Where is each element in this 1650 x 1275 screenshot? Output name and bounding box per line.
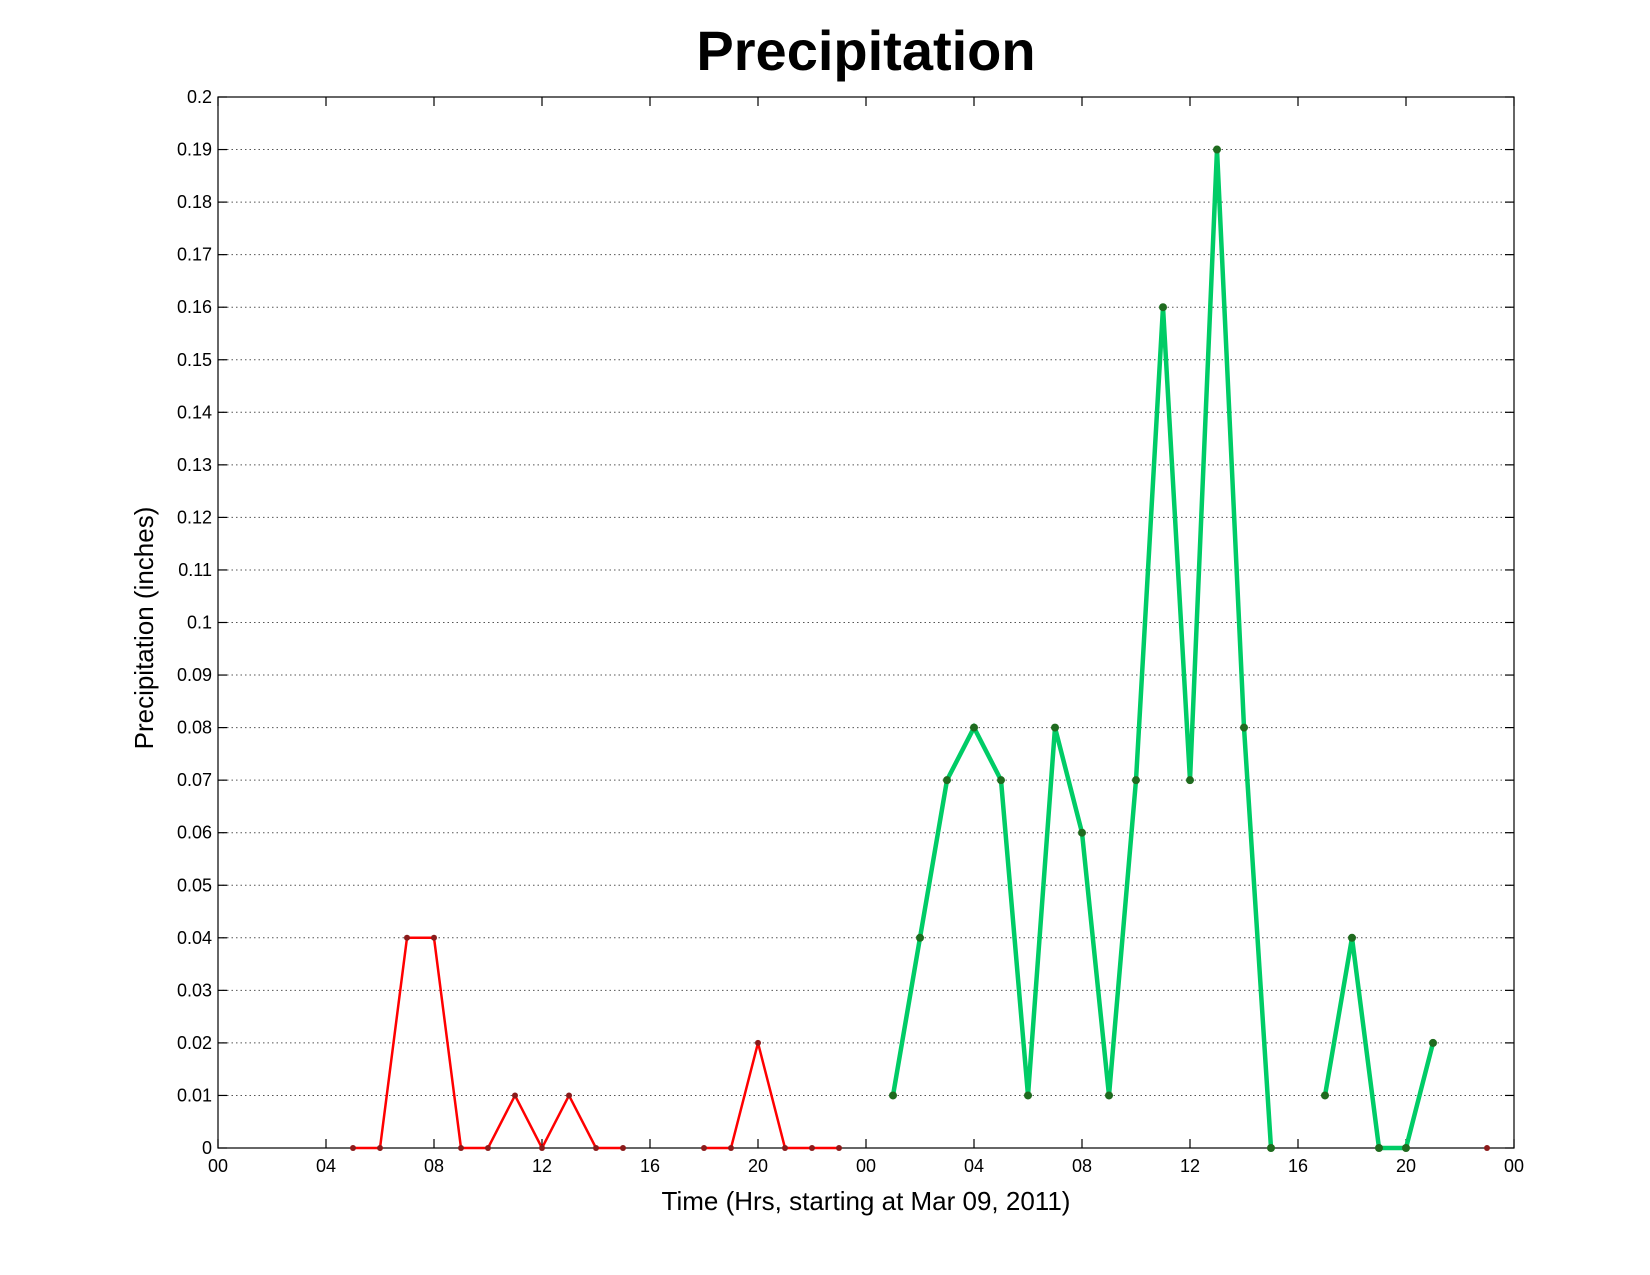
data-point [1375,1144,1383,1152]
data-point [1240,723,1248,732]
data-point [512,1092,518,1099]
data-point [539,1145,545,1151]
y-axis-label: Precipitation (inches) [129,507,159,750]
plot-area: 0 0.01 0.02 0.03 0.04 0.05 0.06 0.07 0.08 0.09 0.1… [177,87,1524,1176]
y-tick-label: 0.11 [178,560,212,580]
data-point [1051,723,1059,732]
series-line [704,1042,839,1150]
data-point [701,1145,707,1151]
y-tick-label: 0.08 [177,718,212,738]
y-tick-label: 0.18 [177,192,212,212]
y-tick-label: 0.17 [177,245,212,265]
data-point [728,1145,734,1151]
data-point [1402,1144,1410,1152]
y-tick-label: 0.12 [177,507,212,527]
y-tick-label: 0.13 [177,455,212,475]
y-tick-label: 0.01 [177,1085,212,1105]
y-tick-label: 0.02 [177,1033,212,1053]
data-point [782,1145,788,1151]
x-tick-label: 20 [1396,1156,1416,1176]
series-line [890,149,1274,1149]
y-tick-label: 0.06 [177,823,212,843]
data-point [1159,303,1167,312]
chart-title: Precipitation [696,19,1035,82]
data-point [1484,1145,1490,1151]
x-tick-label: 00 [856,1156,876,1176]
data-point [1186,776,1194,785]
y-tick-label: 0.14 [177,402,212,422]
y-tick-label: 0.09 [177,665,212,685]
data-point [1321,1091,1329,1100]
data-point [404,934,410,941]
y-tick-label: 0.04 [177,928,212,948]
x-axis-label: Time (Hrs, starting at Mar 09, 2011) [662,1186,1071,1216]
data-point [889,1091,897,1100]
x-tick-label: 08 [1072,1156,1092,1176]
y-tick-label: 0.16 [177,297,212,317]
y-tick-label: 0.15 [177,350,212,370]
data-point [431,934,437,941]
data-point [350,1145,356,1151]
data-point [566,1092,572,1099]
x-tick-label: 08 [424,1156,444,1176]
x-tick-label: 16 [640,1156,660,1176]
data-point [997,776,1005,785]
x-tick-label: 04 [964,1156,984,1176]
y-tick-label: 0.07 [177,770,212,790]
x-tick-label: 12 [532,1156,552,1176]
y-tick-label: 0.19 [177,140,212,160]
data-point [1078,828,1086,837]
data-point [755,1039,761,1046]
y-tick-label: 0.1 [187,613,212,633]
data-point [1105,1091,1113,1100]
x-tick-label: 04 [316,1156,336,1176]
data-point [620,1145,626,1151]
data-point [593,1145,599,1151]
x-tick-label: 00 [208,1156,228,1176]
data-point [836,1145,842,1151]
data-point [458,1145,464,1151]
data-point [377,1145,383,1151]
data-point [970,723,978,732]
y-tick-label: 0.2 [187,87,212,107]
data-point [1267,1144,1275,1152]
x-tick-label: 00 [1504,1156,1524,1176]
data-point [1024,1091,1032,1100]
x-tick-label: 16 [1288,1156,1308,1176]
x-tick-label: 20 [748,1156,768,1176]
data-point [916,933,924,942]
x-tick-label: 12 [1180,1156,1200,1176]
data-point [943,776,951,785]
y-tick-label: 0.05 [177,875,212,895]
y-tick-label: 0.03 [177,980,212,1000]
data-point [809,1145,815,1151]
data-point [485,1145,491,1151]
data-point [1429,1038,1437,1047]
data-point [1132,776,1140,785]
data-point [1213,145,1221,154]
data-point [1348,933,1356,942]
y-tick-label: 0 [202,1138,212,1158]
